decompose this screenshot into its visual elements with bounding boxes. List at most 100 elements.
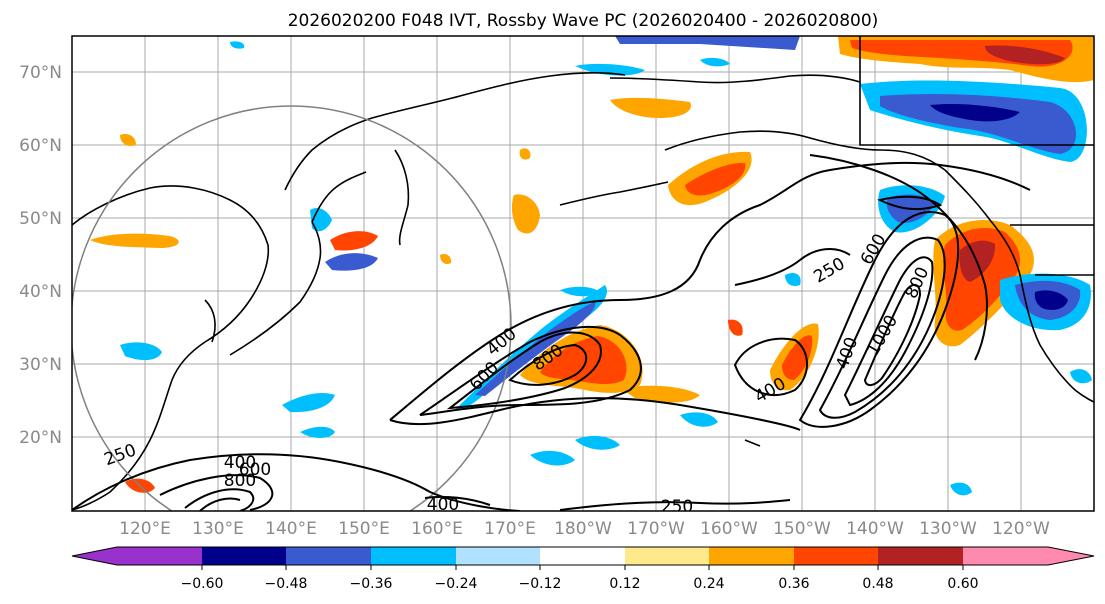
pc-patch	[950, 482, 972, 496]
colorbar-tick-label: 0.60	[947, 576, 978, 592]
pc-patch	[330, 231, 378, 251]
contour-250	[734, 248, 851, 286]
pc-patch	[700, 57, 730, 67]
coastline-japan	[229, 221, 322, 356]
contour-400	[798, 211, 960, 428]
contour-400	[419, 325, 642, 416]
pc-patch	[230, 41, 245, 49]
contour-250	[389, 397, 801, 431]
pc-patch	[120, 342, 162, 361]
coastlines	[72, 36, 1094, 511]
pc-patch	[575, 435, 620, 450]
pc-patch	[620, 385, 700, 403]
pc-patch	[540, 336, 627, 385]
contour-250	[559, 499, 791, 511]
pc-patch	[282, 393, 335, 413]
colorbar-segment	[540, 547, 625, 565]
pc-patch	[615, 36, 800, 50]
colorbar: −0.60 −0.48 −0.36 −0.24 −0.12 0.12 0.24 …	[71, 546, 1095, 592]
contour-800	[508, 343, 588, 386]
colorbar-tick-label: −0.36	[350, 576, 393, 592]
colorbar-segment	[202, 547, 287, 565]
pc-patch	[511, 194, 540, 234]
pc-patch	[300, 426, 335, 438]
coastline-korea	[204, 299, 216, 343]
colorbar-tick-label: 0.48	[862, 576, 893, 592]
contour-250	[389, 161, 1031, 421]
lon-label: 120°E	[119, 519, 171, 539]
coastline-alaska	[664, 130, 1021, 276]
region-circle	[72, 105, 512, 511]
colorbar-tick-label: 0.12	[609, 576, 640, 592]
contour-400	[159, 474, 274, 511]
lat-label: 30°N	[19, 355, 62, 375]
lat-label: 40°N	[19, 282, 62, 302]
contour-400	[424, 495, 491, 506]
pc-patch	[475, 302, 596, 396]
colorbar-tick-label: −0.60	[181, 576, 224, 592]
contour-label: 400	[224, 453, 256, 473]
colorbar-segment	[625, 547, 710, 565]
coastline-hokkaido	[311, 171, 367, 223]
contour-1000	[863, 283, 922, 386]
lon-label: 130°E	[192, 519, 244, 539]
coastline-kamchatka	[394, 149, 410, 246]
border-alaska-canada	[859, 36, 1094, 146]
pc-patch	[985, 45, 1065, 65]
lon-label: 120°W	[992, 519, 1050, 539]
contour-label: 600	[239, 460, 271, 480]
lat-label: 20°N	[19, 428, 62, 448]
lon-label: 180°W	[554, 519, 612, 539]
pc-patch	[782, 335, 813, 380]
lat-label: 50°N	[19, 209, 62, 229]
ivt-contours	[72, 154, 1031, 511]
coastline-siberia	[284, 72, 626, 191]
pc-patch	[680, 412, 718, 427]
pc-shading	[90, 36, 1094, 496]
lat-label: 60°N	[19, 136, 62, 156]
lat-label: 70°N	[19, 63, 62, 83]
lon-label: 130°W	[919, 519, 977, 539]
map-panel: 250 400 600 800 400 250 400 600 800 400 …	[71, 35, 1095, 517]
pc-patch	[610, 97, 691, 118]
colorbar-tick-label: −0.24	[435, 576, 478, 592]
lon-label: 150°E	[338, 519, 390, 539]
pc-patch	[530, 450, 575, 466]
contour-600	[184, 488, 255, 511]
contour-label: 800	[224, 471, 256, 491]
pc-patch	[930, 103, 1020, 122]
lon-label: 150°W	[773, 519, 831, 539]
lat-labels: 70°N 60°N 50°N 40°N 30°N 20°N	[19, 63, 62, 448]
pc-patch	[728, 319, 743, 336]
gridlines	[72, 36, 1094, 511]
lon-label: 160°W	[700, 519, 758, 539]
colorbar-tick-label: −0.48	[265, 576, 308, 592]
lon-label: 170°E	[484, 519, 536, 539]
pc-patch	[785, 273, 801, 286]
colorbar-segment	[963, 547, 1048, 565]
contour-250	[72, 453, 521, 511]
contour-600	[446, 331, 602, 410]
map-frame	[71, 35, 1095, 512]
lon-label: 160°E	[411, 519, 463, 539]
pc-patch	[325, 253, 378, 271]
coastline-aleutians	[559, 181, 669, 206]
contour-250	[809, 154, 988, 361]
colorbar-segment	[709, 547, 794, 565]
coastline-west-us	[1019, 274, 1094, 403]
contour-600	[877, 195, 943, 211]
colorbar-tick-label: 0.36	[778, 576, 809, 592]
pc-patch	[90, 233, 179, 248]
colorbar-segment	[794, 547, 879, 565]
pc-patch	[560, 286, 600, 297]
pc-patch	[575, 63, 645, 76]
pc-patch	[880, 94, 1077, 154]
pc-patch	[1034, 290, 1068, 310]
pc-patch	[440, 253, 452, 265]
contour-800	[843, 256, 934, 407]
contour-label: 250	[661, 497, 693, 517]
lon-label: 140°W	[846, 519, 904, 539]
lon-labels: 120°E 130°E 140°E 150°E 160°E 170°E 180°…	[119, 519, 1050, 539]
colorbar-extension-left	[72, 547, 117, 565]
colorbar-segment	[456, 547, 541, 565]
